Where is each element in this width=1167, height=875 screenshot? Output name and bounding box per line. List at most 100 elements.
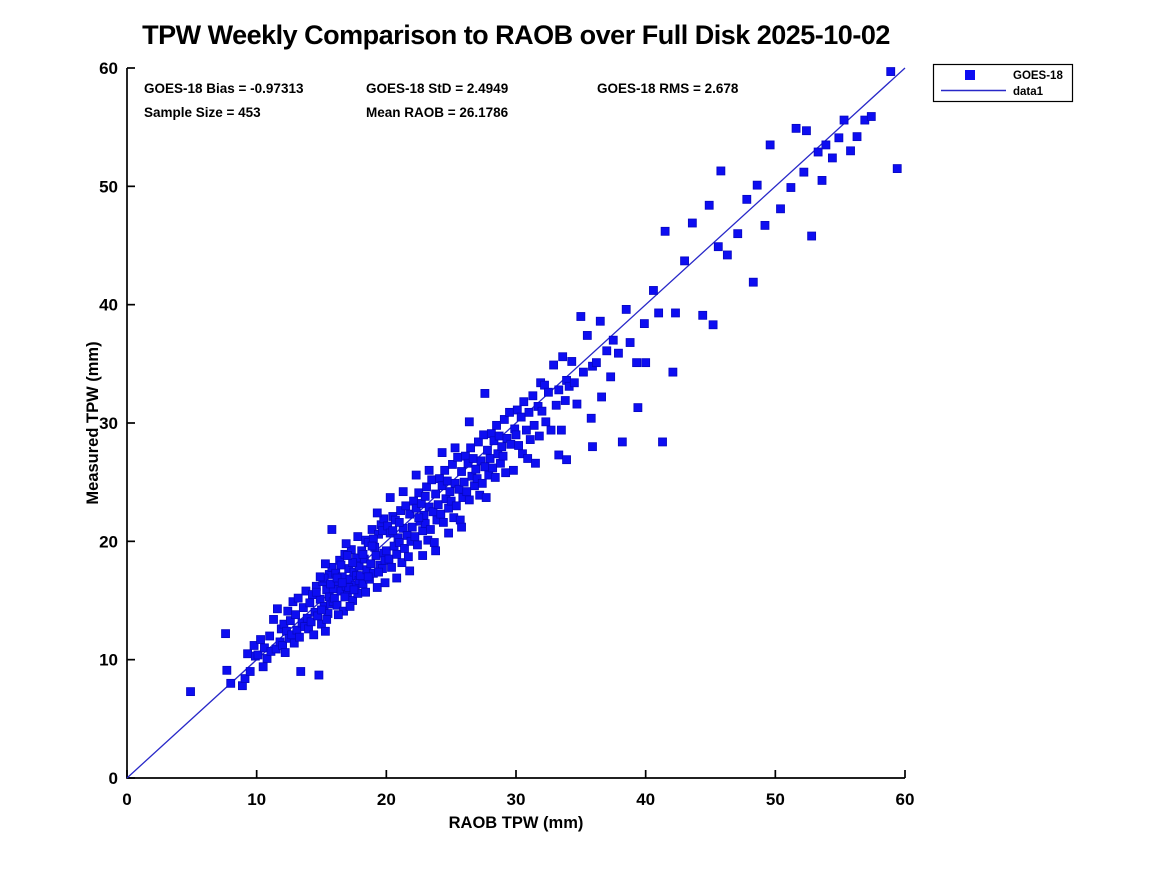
scatter-point: [422, 482, 431, 492]
scatter-point: [420, 519, 430, 528]
scatter-point: [380, 578, 390, 588]
scatter-point: [499, 415, 509, 424]
scatter-point: [473, 437, 483, 447]
scatter-point: [602, 346, 612, 356]
scatter-point: [453, 452, 463, 462]
scatter-point: [704, 200, 714, 210]
scatter-point: [367, 541, 377, 551]
scatter-point: [392, 549, 402, 559]
y-tick-label: 10: [99, 651, 118, 670]
scatter-point: [671, 308, 680, 318]
scatter-point: [427, 475, 437, 485]
scatter-point: [786, 183, 796, 192]
scatter-point: [366, 559, 376, 569]
scatter-point: [582, 331, 592, 340]
scatter-point: [269, 615, 278, 624]
scatter-point: [733, 229, 743, 239]
scatter-point: [397, 558, 407, 568]
scatter-point: [821, 140, 831, 150]
scatter-point: [221, 629, 230, 639]
scatter-point: [528, 391, 538, 401]
scatter-point: [518, 449, 527, 459]
scatter-point: [448, 460, 457, 469]
scatter-point: [477, 478, 487, 488]
x-axis-ticks: 0 10 20 30 40 50 60: [122, 770, 914, 809]
scatter-point: [516, 412, 526, 422]
legend-label-goes18: GOES-18: [1013, 70, 1063, 82]
scatter-point: [523, 454, 533, 463]
scatter-point: [625, 338, 635, 347]
stat-mean-raob: Mean RAOB = 26.1786: [366, 105, 509, 120]
scatter-point: [567, 357, 577, 366]
scatter-point: [374, 567, 383, 577]
scatter-point: [529, 420, 539, 430]
scatter-point: [591, 358, 601, 368]
scatter-point: [846, 146, 855, 156]
scatter-point: [405, 566, 415, 576]
stat-sample-size: Sample Size = 453: [144, 105, 261, 120]
y-tick-label: 50: [99, 177, 118, 196]
scatter-point: [437, 448, 447, 457]
x-tick-label: 10: [247, 790, 266, 809]
scatter-point: [333, 610, 343, 620]
scatter-point: [459, 477, 469, 487]
scatter-point: [381, 546, 391, 556]
scatter-point: [348, 558, 358, 568]
stat-rms: GOES-18 RMS = 2.678: [597, 81, 739, 96]
scatter-point: [716, 166, 726, 176]
scatter-point: [827, 153, 837, 163]
scatter-point: [311, 587, 321, 597]
scatter-point: [295, 632, 304, 642]
scatter-point: [525, 435, 535, 444]
scatter-point: [245, 667, 255, 676]
scatter-point: [413, 540, 422, 550]
scatter-point: [388, 526, 398, 536]
scatter-point: [371, 551, 381, 560]
scatter-point: [446, 496, 456, 506]
scatter-point: [554, 385, 564, 395]
scatter-point: [405, 509, 415, 519]
scatter-point: [521, 425, 531, 435]
scatter-point: [291, 610, 300, 620]
scatter-point: [490, 473, 500, 482]
scatter-point: [817, 176, 827, 185]
scatter-point: [668, 367, 678, 377]
scatter-point: [345, 602, 355, 611]
scatter-point: [436, 509, 446, 519]
scatter-point: [337, 578, 347, 588]
scatter-point: [243, 649, 252, 659]
scatter-point: [285, 616, 295, 626]
scatter-point: [433, 500, 443, 510]
stat-bias: GOES-18 Bias = -0.97313: [144, 81, 304, 96]
scatter-point: [384, 554, 394, 564]
scatter-point: [506, 439, 516, 449]
scatter-point: [569, 378, 579, 388]
scatter-point: [256, 635, 265, 644]
scatter-point: [437, 481, 447, 491]
scatter-point: [852, 132, 862, 142]
scatter-point: [765, 140, 775, 150]
scatter-point: [341, 539, 351, 549]
scatter-point: [799, 167, 809, 177]
scatter-point: [462, 487, 472, 497]
scatter-point: [394, 538, 404, 547]
scatter-point: [403, 552, 413, 562]
scatter-point: [420, 491, 430, 501]
x-tick-label: 60: [896, 790, 915, 809]
scatter-point: [480, 389, 490, 398]
scatter-point: [498, 451, 508, 461]
scatter-point: [226, 678, 236, 688]
scatter-point: [608, 335, 618, 345]
scatter-point: [742, 194, 752, 204]
scatter-point: [240, 674, 250, 683]
scatter-point: [392, 573, 402, 583]
scatter-point: [698, 310, 708, 320]
scatter-point: [451, 501, 461, 511]
scatter-point: [494, 431, 504, 441]
scatter-point: [463, 458, 473, 468]
scatter-point: [488, 463, 498, 473]
scatter-point: [633, 403, 643, 413]
scatter-point: [358, 549, 368, 559]
